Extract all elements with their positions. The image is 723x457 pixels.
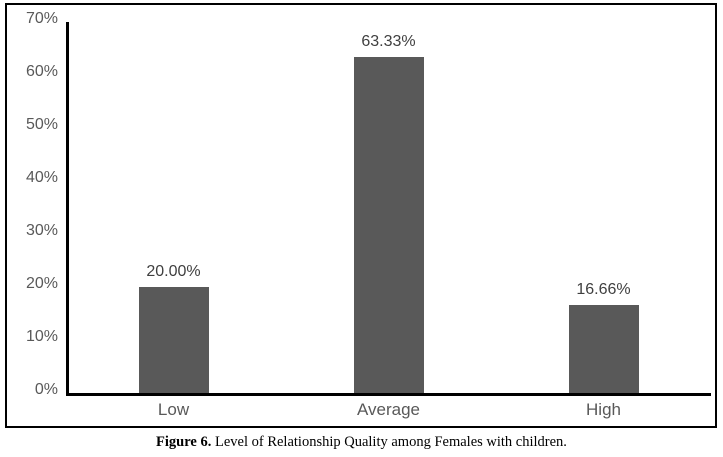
bar-value-label-high: 16.66% (576, 280, 631, 298)
bar-value-label-average: 63.33% (361, 33, 416, 51)
bar-average (353, 57, 424, 393)
figure-caption: Figure 6. Level of Relationship Quality … (0, 434, 723, 451)
figure-caption-text: Level of Relationship Quality among Fema… (211, 434, 567, 450)
y-axis-tick-label: 60% (25, 63, 58, 80)
x-axis-category-label-low: Low (157, 400, 190, 419)
y-axis-tick-label: 50% (25, 116, 58, 133)
bar-low (138, 287, 209, 393)
y-axis-tick-label: 0% (34, 381, 58, 398)
y-axis-tick-label: 40% (25, 169, 58, 186)
y-axis-tick-label: 10% (25, 328, 58, 345)
x-axis-category-label-high: High (586, 400, 621, 419)
figure-caption-label: Figure 6. (156, 434, 212, 450)
bar-value-label-low: 20.00% (146, 263, 201, 280)
y-axis-line (66, 22, 69, 396)
bar-high (568, 304, 639, 393)
y-axis-tick-label: 20% (25, 275, 58, 292)
x-axis-category-label-average: Average (356, 400, 420, 419)
y-axis-tick-label: 30% (25, 222, 58, 239)
y-axis-tick-label: 70% (25, 10, 58, 27)
x-axis-line (66, 393, 711, 396)
